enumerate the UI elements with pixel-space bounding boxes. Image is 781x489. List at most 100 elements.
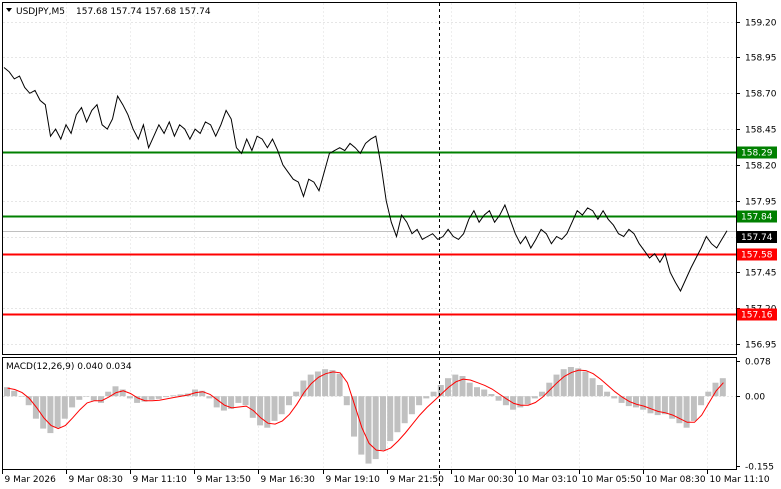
macd-bar — [437, 385, 444, 397]
macd-axis: 0.078 0.00 -0.155 — [736, 358, 774, 473]
price-panel-frame — [2, 2, 737, 355]
macd-bar — [314, 371, 321, 397]
macd-bar — [654, 396, 661, 416]
macd-bar — [633, 396, 639, 408]
symbol-label: USDJPY,M5 — [16, 7, 65, 17]
macd-bar — [452, 374, 459, 397]
macd-bar — [300, 380, 307, 397]
macd-bar — [105, 391, 112, 397]
triangle-down-icon[interactable] — [6, 8, 12, 12]
price-tick-label: 158.95 — [745, 54, 777, 64]
macd-bar — [47, 396, 54, 434]
macd-bar — [596, 385, 603, 397]
macd-bar — [11, 390, 18, 397]
macd-histogram — [4, 367, 726, 464]
time-tick-label: 10 Mar 05:50 — [582, 475, 642, 485]
macd-bar — [163, 396, 170, 398]
macd-bar — [575, 368, 582, 397]
macd-bar — [495, 396, 502, 401]
macd-bar — [249, 396, 256, 418]
current-price-label: 157.74 — [741, 233, 773, 243]
macd-bar — [647, 396, 654, 414]
macd-bar — [148, 396, 155, 400]
macd-bar — [365, 396, 372, 464]
macd-tick-label: 0.00 — [745, 393, 765, 403]
macd-bar — [719, 378, 726, 397]
macd-bar — [661, 396, 668, 415]
time-tick-label: 10 Mar 11:10 — [710, 475, 770, 485]
macd-bar — [531, 396, 538, 399]
macd-bar — [423, 396, 430, 399]
macd-bar — [705, 391, 712, 397]
macd-bar — [155, 396, 162, 399]
macd-bar — [25, 396, 32, 406]
macd-bar — [560, 369, 567, 397]
macd-bar — [18, 396, 25, 397]
macd-bar — [488, 394, 495, 397]
level-label: 157.84 — [741, 213, 773, 223]
macd-tick-label: 0.078 — [745, 358, 771, 368]
level-labels: 158.29 157.84 157.58 157.16 — [737, 146, 777, 321]
macd-bar — [589, 378, 596, 397]
macd-bar — [170, 395, 177, 397]
price-tick-label: 159.20 — [745, 19, 777, 29]
macd-bar — [141, 396, 148, 402]
macd-bar — [329, 370, 336, 397]
macd-bar — [372, 396, 379, 460]
macd-bar — [582, 371, 589, 397]
price-tick-label: 157.45 — [745, 269, 777, 279]
macd-bar — [213, 396, 220, 408]
time-tick-label: 9 Mar 19:10 — [326, 475, 381, 485]
time-axis: 9 Mar 2026 9 Mar 08:30 9 Mar 11:10 9 Mar 13… — [2, 470, 770, 485]
macd-bar — [611, 396, 618, 399]
macd-bar — [83, 396, 90, 397]
level-label: 158.29 — [741, 149, 773, 159]
price-line — [3, 67, 728, 293]
macd-bar — [401, 396, 408, 424]
macd-bar — [466, 382, 473, 397]
macd-bar — [343, 396, 350, 406]
macd-bar — [408, 396, 415, 415]
macd-bar — [271, 396, 278, 421]
macd-bar — [54, 396, 61, 428]
price-tick-label: 156.95 — [745, 341, 777, 351]
macd-signal-line — [7, 369, 724, 452]
macd-bar — [69, 396, 76, 408]
macd-bar — [257, 396, 264, 426]
macd-tick-label: -0.155 — [745, 463, 774, 473]
macd-bar — [307, 374, 314, 397]
macd-bar — [394, 396, 401, 433]
macd-bar — [76, 396, 83, 400]
macd-bar — [604, 391, 611, 397]
level-label: 157.58 — [741, 251, 773, 261]
price-tick-label: 158.20 — [745, 162, 777, 172]
macd-bar — [264, 396, 271, 428]
macd-bar — [134, 396, 141, 403]
macd-bar — [112, 386, 119, 397]
macd-bar — [669, 396, 676, 419]
macd-bar — [380, 396, 386, 451]
current-price-label-bg — [737, 231, 777, 243]
macd-bar — [690, 396, 697, 421]
macd-bar — [177, 394, 184, 397]
macd-bar — [698, 396, 705, 406]
macd-bar — [351, 396, 357, 437]
time-tick-label: 9 Mar 16:30 — [261, 475, 316, 485]
macd-bar — [430, 391, 437, 397]
time-tick-label: 9 Mar 08:30 — [69, 475, 124, 485]
macd-bar — [712, 382, 719, 397]
macd-bar — [676, 396, 683, 424]
macd-bar — [553, 374, 560, 397]
macd-bar — [517, 396, 524, 408]
macd-bar — [618, 396, 625, 403]
price-tick-label: 158.70 — [745, 90, 777, 100]
macd-bar — [40, 396, 47, 429]
time-tick-label: 9 Mar 2026 — [5, 475, 57, 485]
macd-bar — [278, 396, 285, 415]
macd-bar — [235, 396, 242, 403]
macd-bar — [206, 396, 213, 399]
macd-bar — [199, 390, 206, 397]
macd-bar — [61, 396, 68, 419]
level-label-bg — [737, 210, 777, 223]
level-label: 157.16 — [741, 311, 773, 321]
